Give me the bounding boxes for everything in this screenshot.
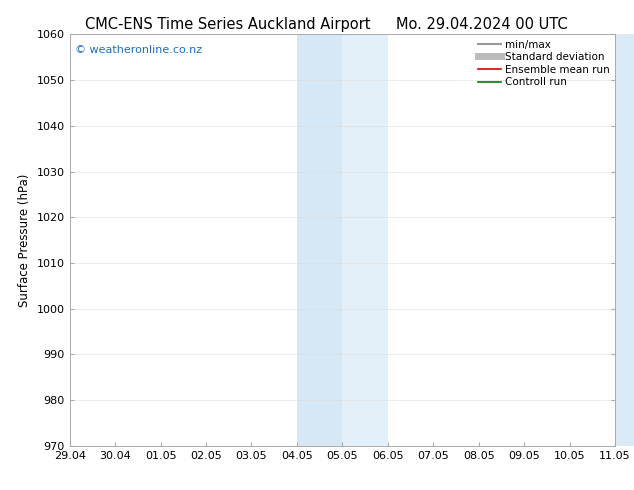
Text: CMC-ENS Time Series Auckland Airport: CMC-ENS Time Series Auckland Airport	[86, 17, 371, 32]
Bar	[297, 34, 342, 446]
Text: Mo. 29.04.2024 00 UTC: Mo. 29.04.2024 00 UTC	[396, 17, 567, 32]
Bar	[342, 34, 388, 446]
Bar	[615, 34, 634, 446]
Text: © weatheronline.co.nz: © weatheronline.co.nz	[75, 45, 202, 54]
Legend: min/max, Standard deviation, Ensemble mean run, Controll run: min/max, Standard deviation, Ensemble me…	[476, 37, 612, 89]
Y-axis label: Surface Pressure (hPa): Surface Pressure (hPa)	[18, 173, 31, 307]
